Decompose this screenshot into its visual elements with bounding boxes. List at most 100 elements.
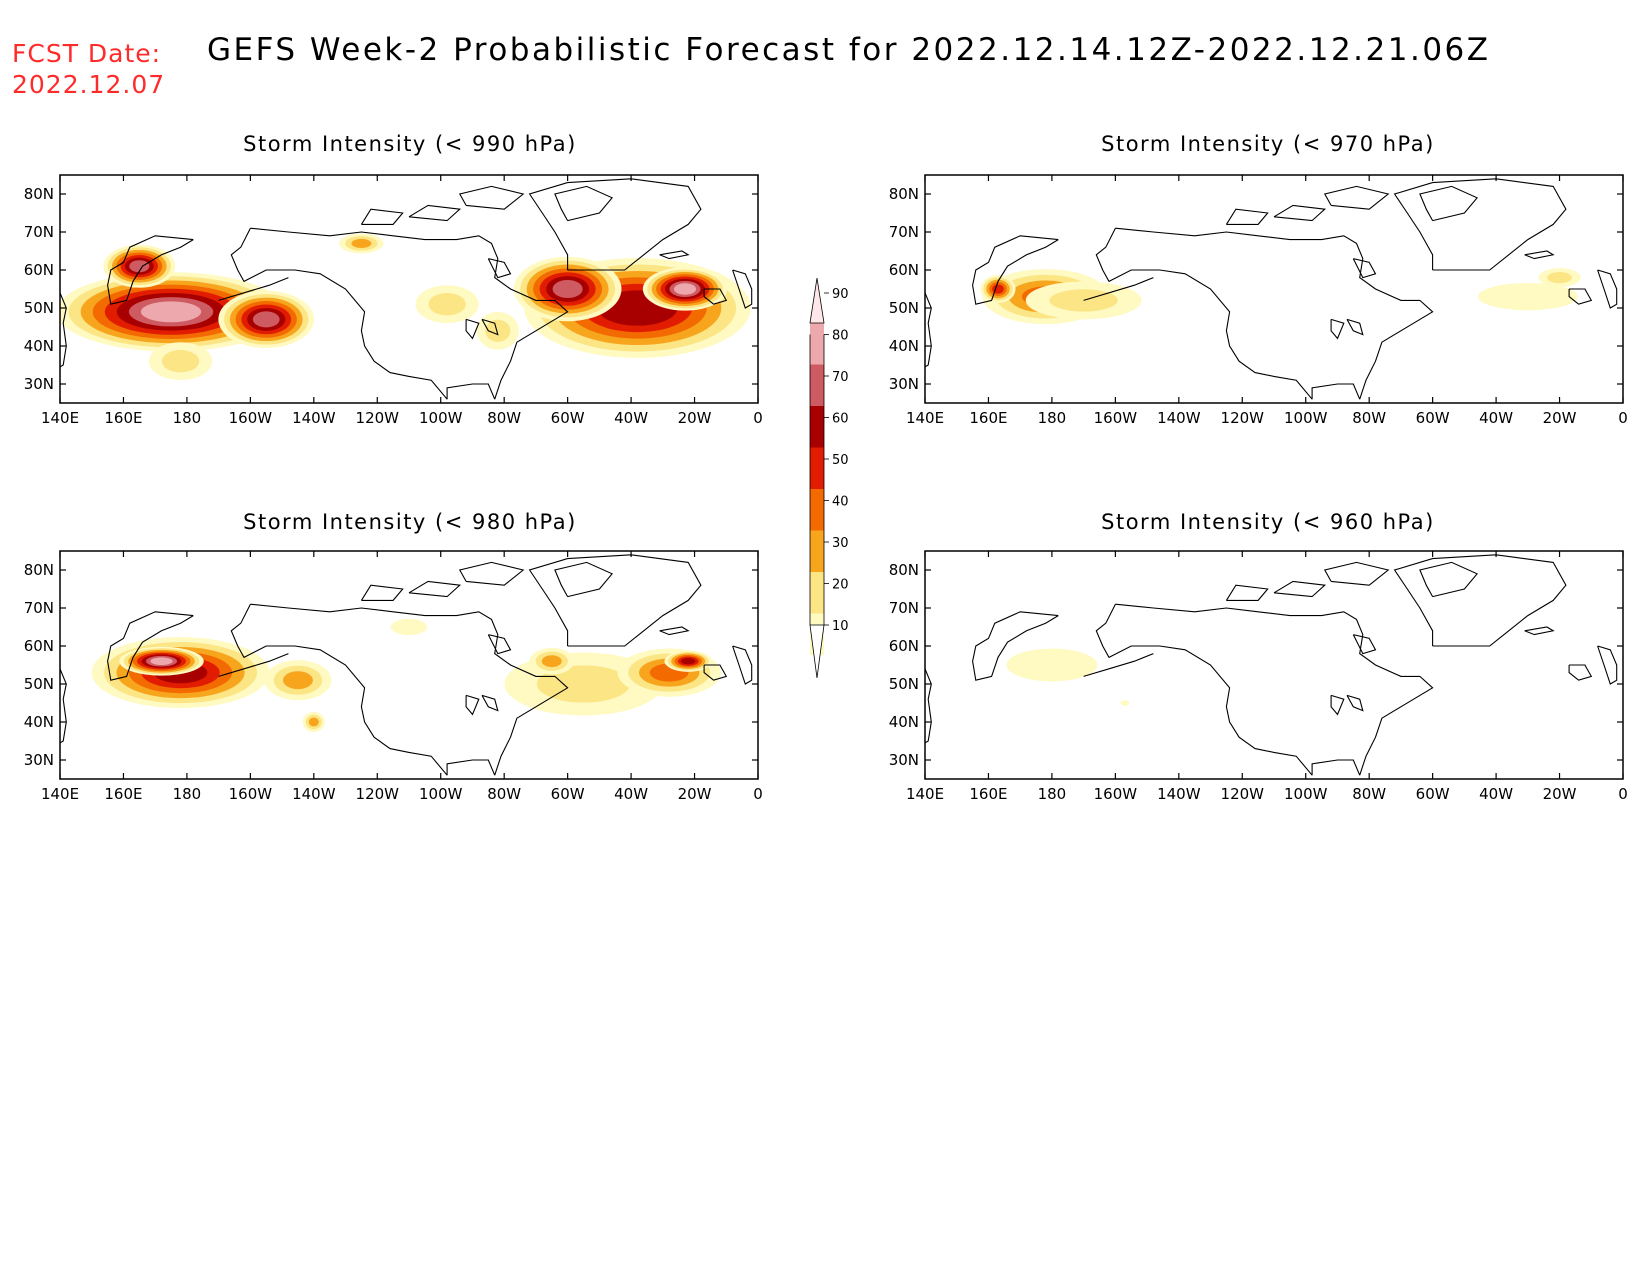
coastline — [250, 227, 569, 400]
lon-tick-label: 60W — [1416, 409, 1450, 427]
lat-tick-label: 30N — [24, 751, 54, 769]
lon-tick-label: 40W — [614, 409, 648, 427]
probability-contour — [428, 293, 466, 316]
colorbar-label: 30 — [832, 536, 849, 551]
map-panel-p960: 140E 160E 180 160W 140W 120W 100W 80W 60W 40W 20W 0… — [889, 550, 1628, 803]
probability-area — [415, 285, 479, 324]
lon-tick-label: 60W — [551, 409, 585, 427]
coastline — [1083, 653, 1154, 677]
lon-tick-label: 100W — [1284, 785, 1328, 803]
forecast-date-value: 2022.12.07 — [12, 70, 166, 99]
lon-tick-label: 80W — [1352, 785, 1386, 803]
lon-tick-label: 0 — [1618, 409, 1628, 427]
lat-tick-label: 50N — [889, 299, 919, 317]
coastline — [218, 653, 289, 677]
lon-tick-label: 60W — [1416, 785, 1450, 803]
colorbar-label: 90 — [832, 287, 849, 302]
probability-contour — [129, 260, 150, 273]
lon-tick-label: 160W — [1094, 409, 1138, 427]
probability-area — [218, 290, 315, 349]
probability-area — [339, 233, 384, 254]
lon-tick-label: 160W — [229, 409, 273, 427]
probability-area — [476, 311, 519, 350]
colorbar-segment — [810, 572, 824, 614]
coastline — [554, 561, 613, 598]
lat-tick-label: 50N — [24, 299, 54, 317]
coastline — [1597, 645, 1618, 685]
lon-tick-label: 180 — [173, 409, 202, 427]
lon-tick-label: 40W — [1479, 785, 1513, 803]
coastline — [107, 611, 194, 681]
lat-tick-label: 30N — [24, 375, 54, 393]
coastline — [1330, 318, 1345, 340]
coastline — [230, 603, 448, 776]
lat-tick-label: 40N — [24, 713, 54, 731]
lon-tick-label: 140W — [1157, 785, 1201, 803]
coastline — [1393, 178, 1567, 271]
probability-area — [302, 711, 325, 733]
coastline — [360, 584, 404, 601]
coastline — [972, 235, 1059, 305]
probability-contour — [390, 618, 428, 636]
lon-tick-label: 20W — [1543, 409, 1577, 427]
coastline — [1568, 664, 1593, 681]
colorbar-label: 60 — [832, 412, 849, 427]
coastline — [528, 554, 702, 647]
probability-area — [1538, 268, 1581, 288]
coastline — [925, 668, 932, 744]
main-title: GEFS Week-2 Probabilistic Forecast for 2… — [207, 32, 1491, 68]
coastline — [1311, 759, 1361, 776]
coastline — [481, 694, 499, 712]
forecast-date-block: FCST Date: 2022.12.07 — [12, 38, 165, 100]
probability-contour — [1006, 648, 1098, 682]
lat-tick-label: 60N — [24, 261, 54, 279]
probability-contour — [140, 301, 202, 323]
probability-area — [664, 650, 712, 672]
lon-tick-label: 180 — [173, 785, 202, 803]
probability-contour — [161, 350, 200, 373]
probability-area — [264, 660, 332, 701]
lon-tick-label: 180 — [1038, 409, 1067, 427]
coastline — [1524, 626, 1555, 636]
colorbar-label: 10 — [832, 619, 849, 634]
lon-tick-label: 160W — [229, 785, 273, 803]
coastline — [446, 383, 496, 400]
map-frame — [59, 174, 759, 404]
probability-contour — [1547, 272, 1572, 284]
probability-area — [119, 646, 204, 676]
colorbar: 10 20 30 40 50 60 70 80 90 — [809, 277, 849, 679]
coastline — [1419, 185, 1478, 222]
probability-contour — [536, 665, 631, 703]
lat-tick-label: 40N — [24, 337, 54, 355]
colorbar-label: 80 — [832, 329, 849, 344]
probability-area — [148, 342, 213, 381]
coastline — [1273, 204, 1327, 222]
lon-tick-label: 20W — [678, 409, 712, 427]
lon-tick-label: 140E — [41, 409, 79, 427]
coastline — [1346, 318, 1364, 336]
coastline — [1115, 603, 1434, 776]
coastline — [487, 258, 512, 279]
coastline — [1393, 554, 1567, 647]
lat-tick-label: 60N — [24, 637, 54, 655]
coastline — [465, 318, 480, 340]
lon-tick-label: 20W — [678, 785, 712, 803]
panel-title-990: Storm Intensity (< 990 hPa) — [243, 132, 577, 156]
probability-area — [390, 618, 428, 636]
coastline — [60, 292, 67, 368]
probability-contour — [308, 717, 319, 727]
lat-tick-label: 30N — [889, 375, 919, 393]
colorbar-segment — [810, 489, 824, 531]
colorbar-segment — [809, 277, 825, 324]
coastline — [1419, 561, 1478, 598]
coastline — [218, 277, 289, 301]
coastline — [465, 694, 480, 716]
lon-tick-label: 160E — [104, 409, 142, 427]
probability-contour — [673, 283, 697, 295]
coastline — [1352, 258, 1377, 279]
probability-area — [1477, 282, 1578, 311]
probability-area — [529, 647, 575, 675]
lon-tick-label: 120W — [1221, 785, 1265, 803]
lon-tick-label: 0 — [1618, 785, 1628, 803]
coastline — [972, 611, 1059, 681]
